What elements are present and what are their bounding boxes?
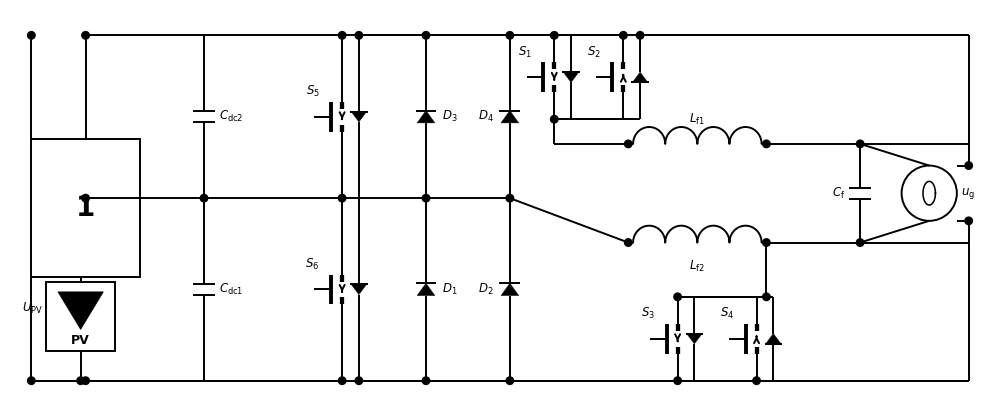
Circle shape [506, 194, 514, 202]
Circle shape [674, 293, 681, 301]
Polygon shape [417, 111, 435, 123]
Circle shape [77, 377, 84, 385]
Polygon shape [58, 292, 103, 329]
Circle shape [625, 140, 632, 148]
Polygon shape [563, 72, 579, 82]
Text: $D_1$: $D_1$ [442, 282, 458, 297]
Polygon shape [501, 111, 519, 123]
Text: $D_2$: $D_2$ [478, 282, 494, 297]
Text: $C_{\rm dc2}$: $C_{\rm dc2}$ [219, 109, 243, 124]
Circle shape [965, 217, 972, 224]
Text: $S_5$: $S_5$ [306, 84, 320, 99]
Circle shape [82, 377, 89, 385]
Circle shape [28, 32, 35, 39]
Circle shape [965, 162, 972, 169]
Text: $C_{\rm dc1}$: $C_{\rm dc1}$ [219, 282, 243, 297]
Circle shape [355, 377, 363, 385]
Text: $L_{\rm f1}$: $L_{\rm f1}$ [689, 112, 705, 127]
Polygon shape [766, 334, 781, 344]
Circle shape [856, 239, 864, 246]
Circle shape [506, 32, 514, 39]
Circle shape [28, 377, 35, 385]
Circle shape [506, 377, 514, 385]
Circle shape [620, 32, 627, 39]
Circle shape [355, 32, 363, 39]
Text: $S_2$: $S_2$ [587, 44, 601, 59]
Text: $D_4$: $D_4$ [478, 109, 494, 124]
Circle shape [551, 115, 558, 123]
Circle shape [753, 377, 760, 385]
Circle shape [338, 32, 346, 39]
Polygon shape [687, 334, 702, 344]
Polygon shape [417, 283, 435, 296]
Bar [46, 282, 115, 351]
Bar [31, 139, 140, 277]
Circle shape [338, 194, 346, 202]
Text: PV: PV [71, 334, 90, 347]
Text: $u_{\rm g}$: $u_{\rm g}$ [961, 186, 975, 201]
Circle shape [422, 32, 430, 39]
Circle shape [763, 140, 770, 148]
Circle shape [625, 239, 632, 246]
Polygon shape [351, 284, 367, 295]
Circle shape [763, 293, 770, 301]
Circle shape [674, 377, 681, 385]
Circle shape [200, 194, 208, 202]
Circle shape [82, 194, 89, 202]
Text: $S_6$: $S_6$ [305, 257, 320, 272]
Circle shape [856, 140, 864, 148]
Text: 1: 1 [76, 194, 95, 222]
Text: $S_1$: $S_1$ [518, 44, 532, 59]
Circle shape [551, 32, 558, 39]
Text: $D_3$: $D_3$ [442, 109, 458, 124]
Circle shape [422, 194, 430, 202]
Circle shape [636, 32, 644, 39]
Text: $L_{\rm f2}$: $L_{\rm f2}$ [689, 259, 705, 274]
Circle shape [763, 239, 770, 246]
Text: $S_3$: $S_3$ [641, 306, 655, 321]
Text: $U_{\rm PV}$: $U_{\rm PV}$ [22, 301, 43, 316]
Circle shape [338, 377, 346, 385]
Polygon shape [351, 112, 367, 122]
Text: $S_4$: $S_4$ [720, 306, 734, 321]
Polygon shape [501, 283, 519, 296]
Circle shape [422, 377, 430, 385]
Circle shape [82, 32, 89, 39]
Text: $C_{\rm f}$: $C_{\rm f}$ [832, 186, 845, 201]
Polygon shape [632, 72, 648, 82]
